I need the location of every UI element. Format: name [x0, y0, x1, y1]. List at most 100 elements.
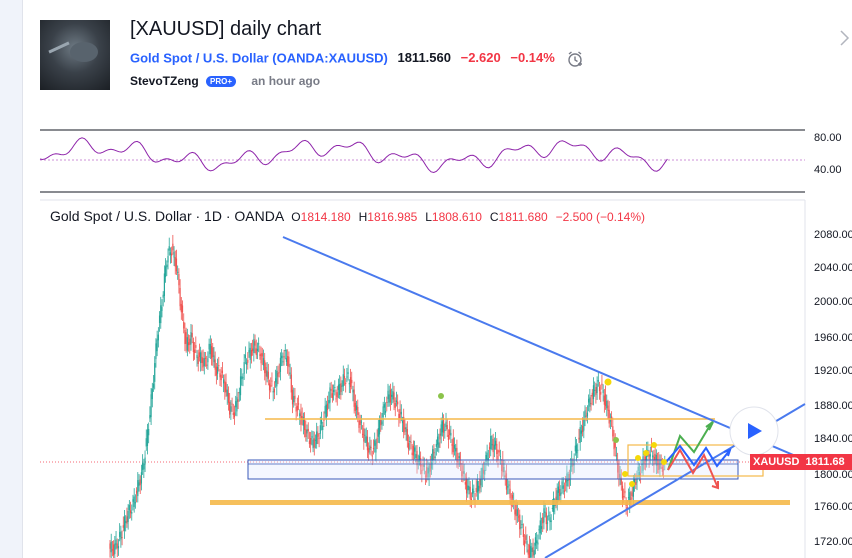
candle-body — [653, 456, 655, 466]
candle-body — [156, 339, 158, 352]
base-projection — [665, 444, 731, 468]
candle-body — [559, 488, 561, 497]
candle-body — [313, 438, 315, 448]
candle-body — [254, 341, 256, 346]
candle-body — [223, 379, 225, 384]
signal-dots — [438, 378, 667, 487]
candle-body — [291, 389, 294, 405]
candle-body — [271, 380, 273, 382]
candle-body — [236, 397, 238, 412]
rsi-pane: 80.00 40.00 — [39, 129, 842, 193]
candle-body — [145, 438, 147, 447]
candle-body — [450, 432, 452, 436]
candle-body — [415, 454, 417, 458]
candle-body — [475, 487, 477, 493]
candle-body — [436, 436, 439, 445]
candle-body — [509, 488, 511, 499]
candle-body — [372, 447, 375, 450]
candle-body — [216, 366, 219, 374]
support-resistance-zones — [210, 418, 790, 505]
signal-dot — [604, 378, 612, 386]
candle-body — [630, 497, 632, 501]
candle-body — [629, 492, 631, 505]
candle-body — [213, 355, 215, 363]
candle-body — [520, 527, 522, 529]
descending-trendline — [282, 236, 806, 461]
candle-body — [347, 372, 349, 374]
candle-body — [183, 321, 185, 329]
candle-body — [383, 404, 385, 408]
candle-body — [643, 461, 645, 464]
candle-body — [288, 356, 290, 368]
candle-body — [152, 383, 155, 388]
candle-body — [126, 516, 128, 524]
candle-body — [365, 436, 367, 443]
candle-body — [428, 466, 430, 478]
author-thumbnail[interactable] — [40, 20, 110, 90]
candle-body — [359, 420, 361, 425]
candle-body — [360, 421, 363, 423]
candle-body — [591, 392, 593, 397]
candle-body — [150, 394, 152, 418]
candle-body — [336, 392, 338, 398]
candle-body — [528, 544, 531, 558]
candle-body — [480, 475, 482, 486]
candle-body — [185, 332, 187, 344]
price-axis-label: 1880.00 — [814, 400, 852, 412]
candle-body — [120, 531, 122, 540]
candle-body — [400, 411, 402, 415]
candle-body — [592, 385, 595, 400]
candle-body — [601, 383, 603, 386]
play-button[interactable] — [729, 406, 779, 456]
candle-body — [197, 356, 199, 364]
idea-title: [XAUUSD] daily chart — [130, 18, 322, 40]
candle-body — [661, 466, 663, 472]
candle-body — [281, 355, 283, 359]
candle-body — [220, 374, 222, 381]
alarm-clock-icon[interactable] — [566, 50, 584, 68]
candle-body — [277, 372, 279, 377]
symbol-link[interactable]: Gold Spot / U.S. Dollar (OANDA:XAUUSD) — [130, 50, 388, 66]
candle-body — [491, 443, 493, 446]
author-name[interactable]: StevoTZeng — [130, 74, 199, 88]
candle-body — [231, 403, 233, 405]
candle-body — [603, 395, 605, 405]
candle-body — [362, 433, 364, 435]
candle-body — [381, 421, 383, 425]
candle-body — [242, 377, 244, 379]
candle-body — [111, 549, 114, 551]
candle-body — [604, 394, 607, 407]
candle-body — [353, 389, 355, 407]
candle-body — [463, 471, 465, 474]
candle-body — [440, 424, 442, 436]
symbol-line: Gold Spot / U.S. Dollar (OANDA:XAUUSD) 1… — [130, 50, 584, 68]
candle-body — [119, 531, 121, 537]
candle-body — [556, 490, 558, 503]
candle-body — [189, 338, 191, 345]
candle-body — [345, 382, 347, 384]
candle-body — [161, 307, 163, 311]
candle-body — [451, 444, 453, 446]
candle-body — [322, 425, 324, 431]
candle-body — [260, 353, 262, 364]
candle-body — [647, 449, 649, 451]
signal-dot — [635, 455, 641, 461]
candle-body — [432, 449, 434, 461]
candle-body — [540, 526, 543, 529]
candle-body — [395, 400, 398, 402]
candle-body — [406, 429, 408, 442]
chevron-right-icon[interactable] — [838, 28, 852, 48]
candle-body — [166, 264, 168, 268]
candle-body — [144, 457, 146, 465]
candle-body — [427, 467, 429, 474]
author-line: StevoTZeng PRO+ an hour ago — [130, 74, 320, 88]
candle-body — [331, 393, 333, 399]
candle-body — [503, 467, 505, 473]
candle-body — [602, 389, 604, 394]
candle-body — [151, 388, 153, 400]
candle-body — [142, 462, 144, 470]
candle-body — [449, 429, 451, 436]
candle-body — [357, 406, 359, 415]
candle-body — [617, 460, 619, 473]
